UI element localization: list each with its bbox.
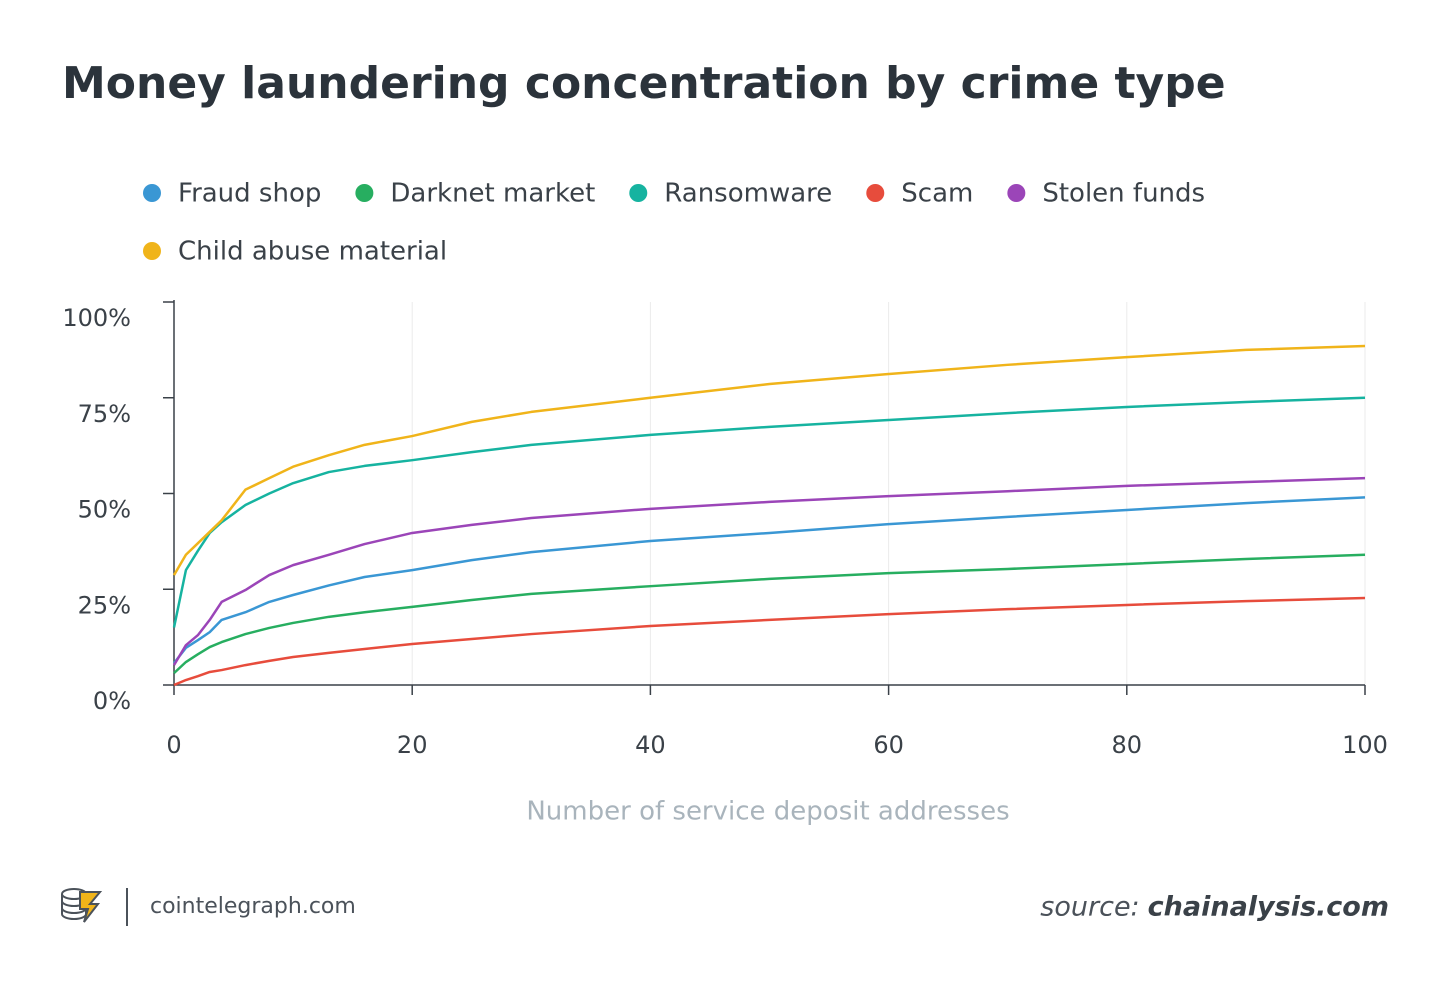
x-tick-label: 80: [1112, 731, 1143, 759]
x-tick-label: 60: [873, 731, 904, 759]
legend-label: Child abuse material: [178, 237, 447, 267]
series-line: [172, 344, 1366, 576]
legend-item: Child abuse material: [143, 237, 447, 267]
legend-item: Ransomware: [629, 179, 832, 209]
chart-title: Money laundering concentration by crime …: [62, 58, 1226, 109]
y-tick-label: 0%: [93, 687, 131, 715]
legend-item: Stolen funds: [1007, 179, 1205, 209]
legend-item: Darknet market: [355, 179, 595, 209]
legend-marker: [143, 242, 161, 260]
x-tick-label: 100: [1342, 731, 1388, 759]
y-tick-label: 25%: [78, 591, 131, 619]
y-tick-label: 100%: [62, 304, 131, 332]
series-line: [173, 553, 1366, 675]
series-line: [173, 496, 1366, 664]
legend-marker: [1007, 184, 1026, 202]
x-tick-label: 0: [166, 731, 181, 759]
legend-marker: [143, 184, 161, 202]
legend-label: Scam: [901, 179, 973, 209]
legend-label: Fraud shop: [178, 179, 321, 209]
x-axis-title: Number of service deposit addresses: [526, 797, 1009, 827]
legend-marker: [355, 184, 374, 202]
legend-item: Scam: [866, 179, 973, 209]
legend-label: Stolen funds: [1042, 179, 1205, 209]
y-tick-label: 50%: [78, 496, 131, 524]
legend-label: Ransomware: [664, 179, 832, 209]
legend-marker: [629, 184, 648, 202]
site-name: cointelegraph.com: [150, 894, 356, 919]
series-line: [172, 476, 1366, 666]
legend-marker: [866, 184, 885, 202]
source-name: chainalysis.com: [1148, 892, 1389, 923]
legend-item: Fraud shop: [143, 179, 321, 209]
series-line: [172, 396, 1366, 628]
legend-label: Darknet market: [390, 179, 595, 209]
series-line: [173, 596, 1366, 687]
x-tick-label: 20: [397, 731, 428, 759]
y-tick-label: 75%: [78, 400, 131, 428]
logo: [61, 888, 103, 923]
source-label: source:: [1040, 892, 1139, 923]
x-tick-label: 40: [635, 731, 666, 759]
